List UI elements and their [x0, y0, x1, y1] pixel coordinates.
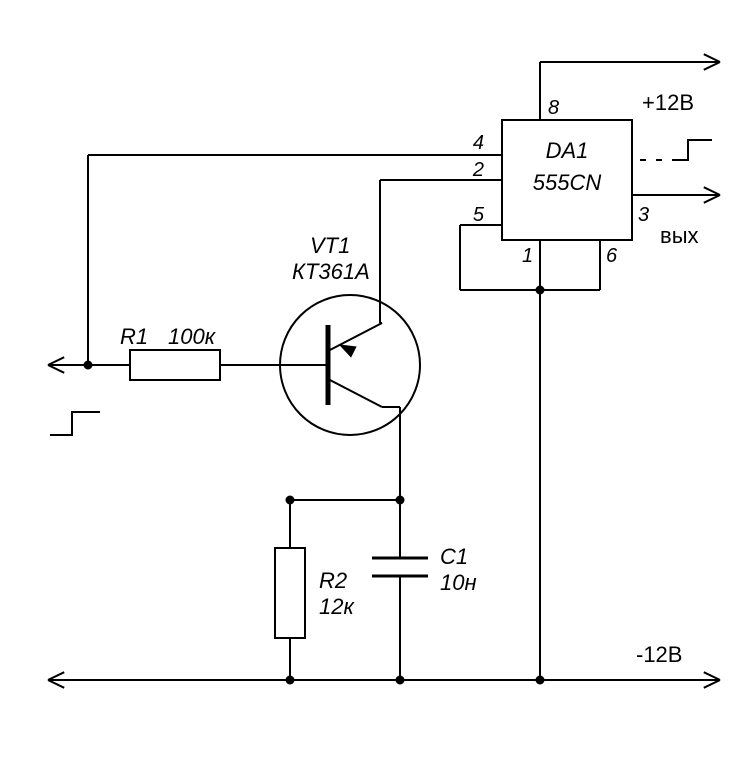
pin-5: 5 — [473, 204, 485, 226]
transistor-part: КТ361А — [292, 259, 370, 284]
label-vminus: -12В — [636, 642, 682, 667]
c1-value: 10н — [440, 570, 477, 595]
label-vplus: +12В — [642, 90, 694, 115]
pin-2: 2 — [472, 159, 484, 181]
ic-ref: DA1 — [546, 138, 589, 163]
label-out: вых — [660, 223, 699, 248]
pin-1: 1 — [522, 245, 533, 267]
r1-ref: R1 — [120, 324, 148, 349]
c1-ref: C1 — [440, 544, 468, 569]
pin-4: 4 — [473, 132, 484, 154]
ic-part: 555CN — [533, 170, 602, 195]
r2-value: 12к — [319, 594, 355, 619]
r1-value: 100к — [168, 324, 217, 349]
r2-ref: R2 — [319, 568, 347, 593]
pin-8: 8 — [548, 97, 559, 119]
pin-3: 3 — [638, 204, 649, 226]
pin-6: 6 — [606, 245, 618, 267]
transistor-ref: VT1 — [310, 233, 350, 258]
